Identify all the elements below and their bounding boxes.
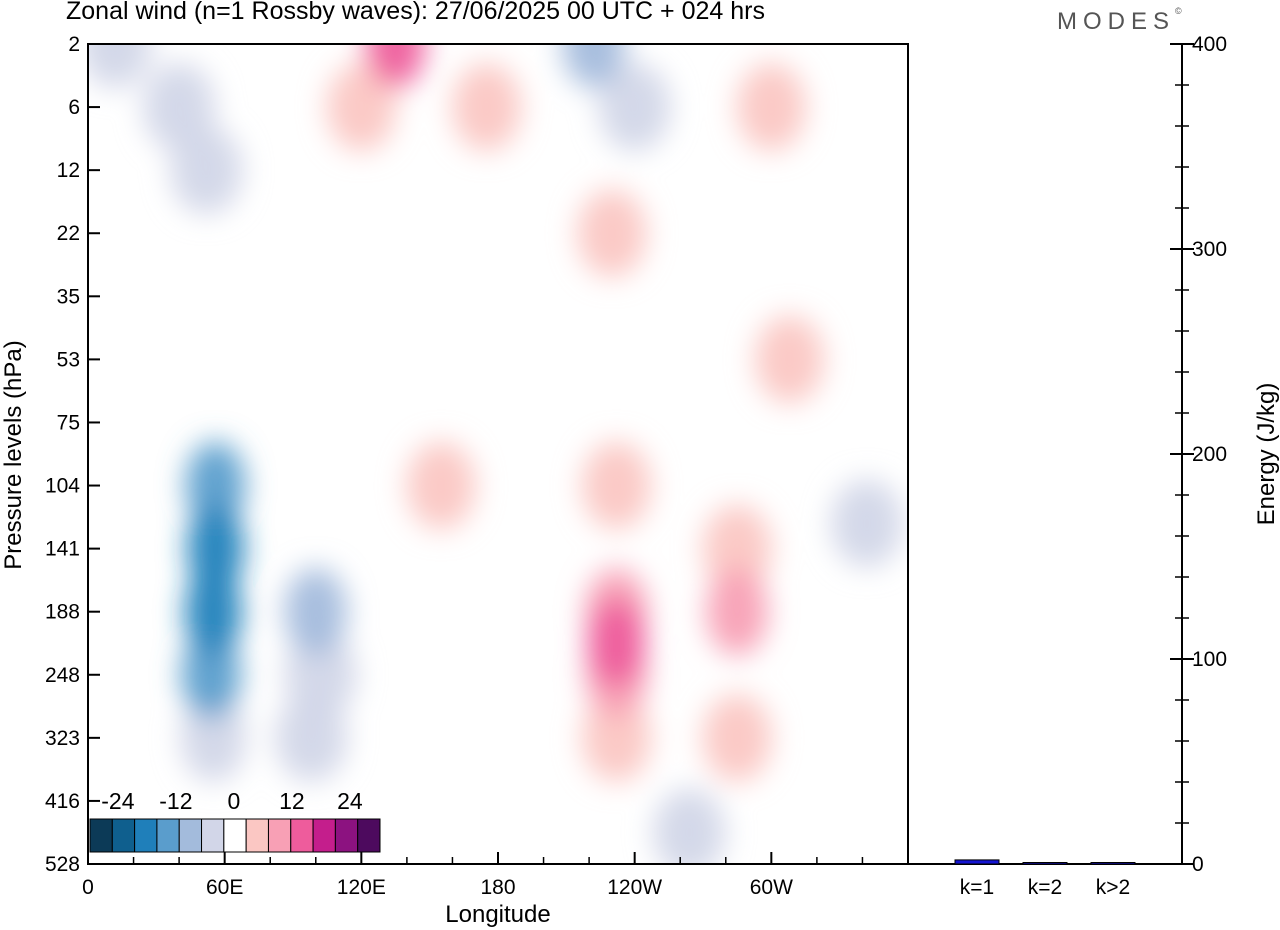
energy-categories: k=1 k=2 k>2 <box>960 876 1130 899</box>
field-cell <box>577 189 647 278</box>
field-cell <box>702 693 772 782</box>
y-tick-label: 12 <box>57 159 80 182</box>
y-tick-label: 75 <box>57 411 80 434</box>
colorbar-box <box>178 818 203 853</box>
contour-field <box>88 44 903 864</box>
y-tick-label: 141 <box>45 538 80 561</box>
colorbar-boxes <box>89 818 381 853</box>
energy-tick-label: 200 <box>1192 443 1227 466</box>
field-cell <box>406 441 476 530</box>
field-cell <box>284 567 348 656</box>
field-cell <box>181 630 241 719</box>
energy-bars <box>954 859 1136 865</box>
y-tick-label: 248 <box>45 664 80 687</box>
y-tick-label: 2 <box>68 33 80 56</box>
logo-mark: © <box>1175 6 1182 16</box>
colorbar-box <box>156 818 180 853</box>
colorbar-box <box>134 818 158 853</box>
field-cell <box>452 63 522 152</box>
field-cell <box>581 441 652 530</box>
energy-category-label: k=2 <box>1028 876 1062 899</box>
colorbar-box <box>290 818 314 853</box>
energy-tick-label: 100 <box>1192 648 1227 671</box>
energy-y-ticks: 0 100 200 300 400 <box>1170 33 1227 876</box>
field-cell <box>180 693 246 782</box>
x-tick-label: 120W <box>607 876 662 899</box>
x-axis-title: Longitude <box>445 901 550 928</box>
energy-category-label: k>2 <box>1096 876 1130 899</box>
field-cell <box>562 44 626 88</box>
field-cell <box>185 441 246 530</box>
y-tick-label: 416 <box>45 790 80 813</box>
x-tick-label: 60W <box>750 876 793 899</box>
y-tick-label: 104 <box>45 475 80 498</box>
colorbar-box <box>223 818 247 853</box>
y-tick-label: 6 <box>68 96 80 119</box>
field-cell <box>186 504 245 593</box>
x-tick-label: 60E <box>206 876 243 899</box>
field-cell <box>653 788 726 864</box>
energy-panel: 0 100 200 300 400 k=1 k=2 k>2 Energy (J/kg) <box>908 33 1280 899</box>
field-soft-layer <box>88 44 903 864</box>
y-tick-label: 188 <box>45 601 80 624</box>
chart-title: Zonal wind (n=1 Rossby waves): 27/06/202… <box>66 0 765 25</box>
colorbar-box <box>89 818 113 853</box>
field-cell <box>170 126 243 215</box>
field-cell <box>587 599 646 688</box>
x-tick-label: 0 <box>82 876 94 899</box>
y-tick-label: 53 <box>57 348 80 371</box>
y-tick-label: 35 <box>57 285 80 308</box>
energy-axis-title: Energy (J/kg) <box>1253 383 1280 526</box>
colorbar-box <box>245 818 269 853</box>
colorbar-label: 0 <box>227 788 240 814</box>
colorbar-label: 24 <box>337 788 363 814</box>
field-cell <box>275 693 348 782</box>
field-cell <box>88 44 152 88</box>
colorbar-labels: -24 -12 0 12 24 <box>101 788 363 814</box>
colorbar-box <box>201 818 225 853</box>
colorbar: -24 -12 0 12 24 <box>89 788 381 853</box>
colorbar-label: -12 <box>159 788 192 814</box>
field-cell <box>831 479 903 568</box>
energy-bar <box>954 859 1000 865</box>
heatmap-panel: 0 60E 120E 180 120W 60W 2 6 12 22 35 53 75 104 141 188… <box>0 33 909 928</box>
colorbar-label: 12 <box>279 788 305 814</box>
logo-text: MODES <box>1057 8 1176 35</box>
y-axis-title: Pressure levels (hPa) <box>0 340 27 569</box>
y-tick-label: 528 <box>45 853 80 876</box>
colorbar-box <box>267 818 292 853</box>
field-cell <box>598 63 671 152</box>
energy-tick-label: 400 <box>1192 33 1227 56</box>
colorbar-box <box>312 818 336 853</box>
x-tick-label: 120E <box>337 876 386 899</box>
field-cell <box>326 63 396 152</box>
energy-bar <box>1090 862 1136 865</box>
colorbar-box <box>334 818 359 853</box>
y-axis-ticks: 2 6 12 22 35 53 75 104 141 188 248 323 416 528 <box>45 33 100 876</box>
x-axis-ticks: 0 60E 120E 180 120W 60W <box>82 852 864 899</box>
colorbar-label: -24 <box>101 788 134 814</box>
energy-category-label: k=1 <box>960 876 994 899</box>
field-cell <box>736 63 806 152</box>
field-cell <box>581 693 652 782</box>
field-cell <box>365 44 426 88</box>
colorbar-box <box>111 818 136 853</box>
x-tick-label: 180 <box>480 876 515 899</box>
energy-bar <box>1022 862 1068 865</box>
energy-tick-label: 300 <box>1192 238 1227 261</box>
field-cell <box>184 567 242 656</box>
field-cell <box>702 504 772 593</box>
y-tick-label: 323 <box>45 727 80 750</box>
modes-logo: MODES© <box>1057 6 1182 36</box>
field-cell <box>754 315 825 404</box>
energy-tick-label: 0 <box>1192 853 1204 876</box>
colorbar-box <box>357 818 381 853</box>
field-cell <box>706 567 769 656</box>
y-tick-label: 22 <box>57 222 80 245</box>
